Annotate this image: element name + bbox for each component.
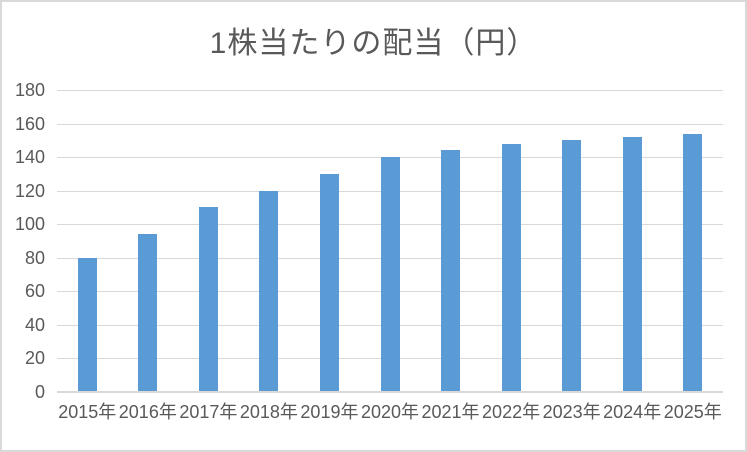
bar-2021年[interactable] [441,150,461,391]
x-tick-label: 2015年 [58,402,117,422]
x-tick-label: 2021年 [421,402,480,422]
x-tick-label: 2024年 [603,402,662,422]
x-tick-label: 2022年 [482,402,541,422]
x-tick-label: 2020年 [360,402,420,422]
y-tick-label: 120 [14,180,45,201]
bar-2018年[interactable] [259,190,279,391]
bar-2025年[interactable] [683,133,703,391]
y-tick-label: 100 [14,214,45,235]
x-tick-label: 2025年 [663,402,722,422]
chart-title: 1株当たりの配当（円） [209,27,538,60]
bar-2023年[interactable] [562,140,582,391]
y-tick-label: 160 [14,113,45,134]
x-axis-line [57,390,723,393]
y-tick-label: 140 [14,147,45,168]
bar-2016年[interactable] [138,234,158,391]
x-tick-label: 2018年 [239,402,298,422]
x-tick-label: 2019年 [300,402,359,422]
y-tick-label: 80 [24,247,45,268]
gridline [57,123,723,125]
y-tick-label: 0 [34,382,45,402]
bar-2015年[interactable] [77,257,97,391]
bar-2019年[interactable] [319,173,339,391]
bar-2024年[interactable] [622,136,642,391]
bar-2017年[interactable] [198,207,218,391]
x-tick-label: 2023年 [542,402,601,422]
y-tick-label: 180 [14,80,45,100]
x-tick-label: 2016年 [118,402,177,422]
y-tick-label: 60 [24,281,45,302]
gridline [57,90,723,91]
bar-2022年[interactable] [501,143,521,391]
y-tick-label: 40 [24,314,45,335]
x-tick-label: 2017年 [179,402,238,422]
y-tick-label: 20 [24,348,45,369]
bar-2020年[interactable] [380,157,400,391]
